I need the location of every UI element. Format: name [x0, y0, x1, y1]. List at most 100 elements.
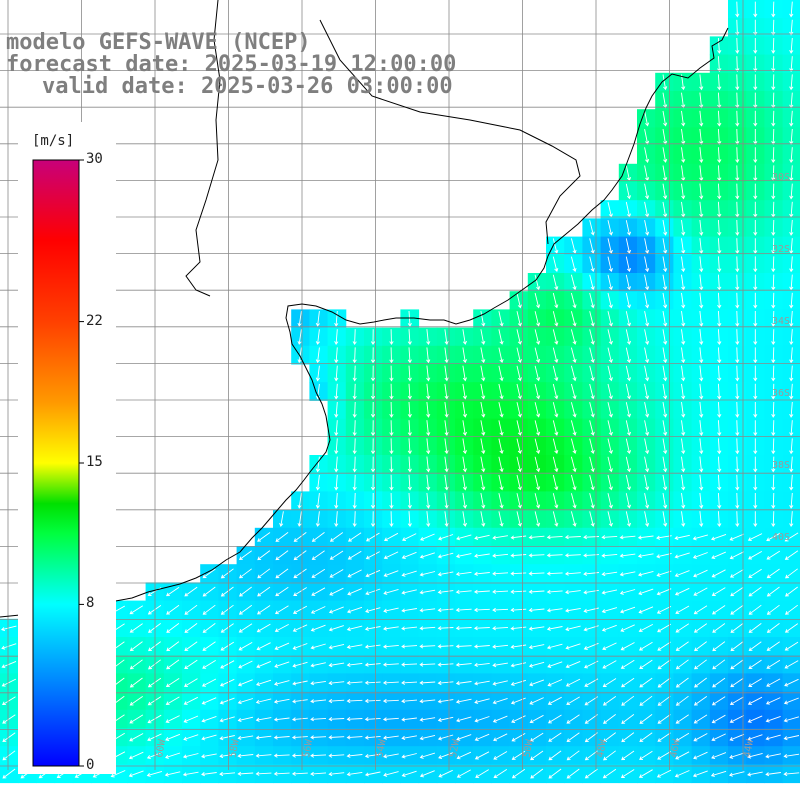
wind-arrow [382, 662, 399, 667]
wind-arrow [657, 695, 671, 706]
wind-arrow [639, 750, 653, 760]
wind-arrow [589, 256, 595, 273]
wind-arrow [625, 365, 632, 382]
wind-arrow [662, 256, 668, 273]
wind-arrow [498, 365, 504, 382]
wind-arrow [347, 550, 362, 560]
wind-arrow [681, 110, 686, 127]
wind-arrow [748, 586, 762, 597]
wind-arrow [570, 256, 577, 273]
wind-arrow [662, 438, 668, 455]
wind-arrow [657, 677, 671, 688]
wind-arrow [681, 292, 686, 309]
wind-arrow [735, 238, 740, 255]
wind-arrow [534, 493, 541, 509]
wind-arrow [383, 588, 399, 595]
wind-arrow [717, 456, 722, 473]
wind-arrow [565, 607, 581, 613]
wind-arrow [753, 256, 758, 273]
wind-arrow [771, 474, 776, 491]
wind-arrow [735, 256, 740, 273]
wind-arrow [547, 679, 563, 687]
wind-arrow [783, 697, 799, 705]
wind-arrow [735, 183, 740, 200]
wind-arrow [516, 456, 522, 473]
wind-arrow [328, 680, 345, 686]
wind-arrow [589, 383, 595, 400]
wind-arrow [492, 662, 508, 668]
wind-arrow [510, 571, 527, 576]
wind-arrow [603, 732, 616, 743]
wind-arrow [789, 365, 794, 382]
wind-arrow [315, 311, 320, 327]
wind-arrow [681, 383, 686, 400]
wind-arrow [694, 677, 707, 688]
wind-arrow [675, 641, 689, 651]
wind-arrow [275, 550, 289, 561]
wind-arrow [753, 402, 758, 418]
wind-arrow [565, 678, 581, 687]
wind-arrow [625, 383, 632, 400]
wind-arrow [729, 569, 744, 578]
wind-arrow [735, 274, 740, 291]
wind-arrow [426, 456, 431, 473]
wind-arrow [328, 625, 344, 632]
wind-arrow [389, 511, 394, 528]
wind-arrow [534, 292, 541, 309]
wind-arrow [456, 534, 472, 541]
wind-arrow [712, 659, 726, 670]
wind-arrow [601, 553, 618, 558]
wind-arrow [498, 474, 504, 491]
wind-arrow [498, 311, 504, 327]
wind-arrow [564, 553, 581, 558]
wind-arrow [753, 438, 758, 455]
wind-arrow [717, 292, 722, 309]
wind-arrow [310, 717, 327, 722]
wind-arrow [498, 383, 504, 400]
wind-arrow [291, 753, 308, 758]
wind-arrow [426, 438, 431, 455]
wind-arrow [765, 772, 781, 777]
wind-arrow [480, 329, 486, 345]
wind-arrow [771, 37, 776, 54]
wind-arrow [735, 329, 740, 346]
wind-arrow [730, 586, 744, 597]
wind-arrow [530, 768, 544, 779]
wind-arrow [771, 147, 776, 164]
wind-arrow [401, 626, 418, 631]
wind-arrow [455, 571, 472, 577]
wind-arrow [407, 511, 412, 528]
wind-arrow [570, 493, 577, 509]
wind-arrow [699, 492, 704, 509]
wind-arrow [717, 511, 722, 528]
wind-arrow [607, 438, 613, 455]
wind-arrow [681, 456, 686, 473]
wind-arrow [328, 698, 345, 704]
wind-arrow [607, 420, 613, 436]
wind-arrow [566, 732, 580, 742]
wind-arrow [766, 568, 780, 579]
wind-arrow [662, 147, 668, 163]
wind-arrow [747, 771, 763, 777]
wind-arrow [437, 680, 454, 686]
wind-arrow [364, 644, 381, 649]
wind-arrow [717, 492, 722, 509]
wind-arrow [480, 438, 486, 455]
wind-arrow [402, 533, 417, 541]
wind-arrow [681, 365, 686, 382]
wind-arrow [1, 643, 17, 650]
wind-arrow [455, 644, 472, 649]
wind-arrow [528, 571, 545, 576]
latitude-label: 34S [772, 316, 790, 327]
wind-arrow [528, 626, 545, 631]
wind-arrow [681, 474, 686, 491]
wind-arrow [239, 550, 252, 560]
wind-arrow [275, 586, 289, 597]
wind-arrow [711, 752, 727, 760]
wind-arrow [401, 680, 418, 685]
wind-arrow [637, 535, 654, 540]
wind-arrow [529, 679, 545, 687]
wind-arrow [534, 511, 541, 527]
wind-arrow [383, 753, 399, 759]
wind-arrow [753, 38, 758, 54]
